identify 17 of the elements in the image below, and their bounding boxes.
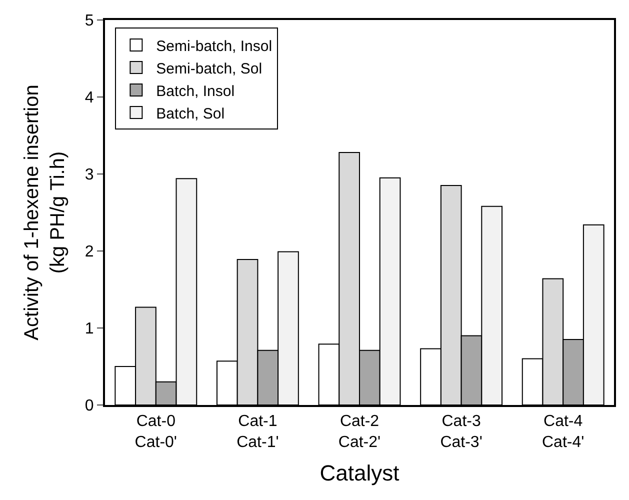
legend-label: Batch, Sol: [156, 105, 225, 122]
y-tick-label: 4: [84, 90, 94, 107]
legend-label: Semi-batch, Sol: [156, 60, 262, 78]
y-axis-title: Activity of 1-hexene insertion (kg PH/g Ti.h): [20, 84, 69, 340]
x-axis-title: Catalyst: [320, 460, 400, 486]
x-tick-label: Cat-1 Cat-1': [236, 413, 279, 451]
y-tick-label: 1: [84, 320, 94, 338]
y-tick-label: 5: [84, 12, 94, 30]
legend-label: Batch, Insol: [156, 82, 235, 100]
x-tick-label: Cat-4 Cat-4': [542, 413, 584, 451]
x-tick-label: Cat-2 Cat-2': [338, 413, 381, 451]
x-tick-label: Cat-3 Cat-3': [440, 413, 482, 451]
y-tick-label: 3: [84, 166, 94, 184]
x-tick-label: Cat-0 Cat-0': [134, 413, 177, 451]
y-tick-label: 0: [84, 398, 94, 415]
y-tick-label: 2: [84, 244, 94, 261]
legend-label: Semi-batch, Insol: [156, 38, 272, 55]
